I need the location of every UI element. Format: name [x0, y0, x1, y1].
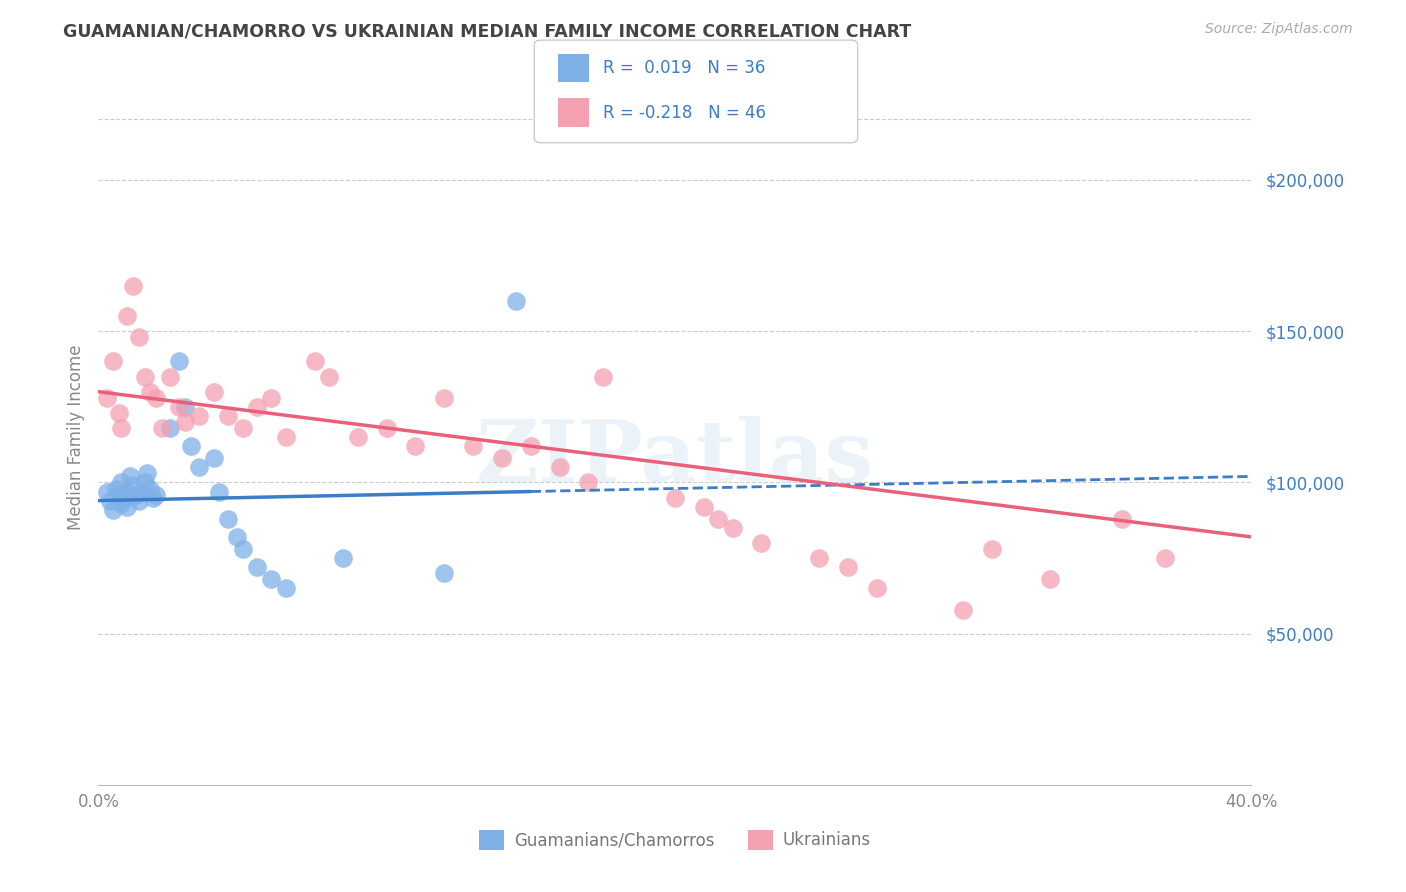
- Legend: Guamanians/Chamorros, Ukrainians: Guamanians/Chamorros, Ukrainians: [472, 823, 877, 856]
- Point: [117, 484, 139, 499]
- Point: [134, 475, 156, 490]
- Text: ZIPatlas: ZIPatlas: [475, 416, 875, 500]
- Y-axis label: Median Family Income: Median Family Income: [66, 344, 84, 530]
- Point: [721, 521, 744, 535]
- Point: [125, 487, 148, 501]
- Text: R = -0.218   N = 46: R = -0.218 N = 46: [603, 103, 766, 121]
- Point: [188, 409, 211, 423]
- Point: [145, 487, 167, 501]
- Point: [866, 582, 889, 596]
- Point: [96, 391, 118, 405]
- Point: [101, 354, 124, 368]
- Point: [1111, 512, 1133, 526]
- Point: [231, 541, 254, 556]
- Point: [461, 439, 484, 453]
- Point: [134, 369, 156, 384]
- Point: [952, 602, 974, 616]
- Point: [159, 421, 181, 435]
- Point: [136, 467, 159, 481]
- Point: [217, 512, 239, 526]
- Point: [751, 536, 773, 550]
- Point: [405, 439, 427, 453]
- Point: [505, 293, 527, 308]
- Point: [1154, 551, 1177, 566]
- Point: [578, 475, 600, 490]
- Point: [122, 278, 145, 293]
- Point: [318, 369, 340, 384]
- Point: [1039, 572, 1062, 586]
- Point: [217, 409, 239, 423]
- Point: [110, 497, 132, 511]
- Point: [188, 460, 211, 475]
- Point: [107, 487, 129, 501]
- Point: [104, 482, 127, 496]
- Point: [167, 354, 190, 368]
- Point: [693, 500, 716, 514]
- Point: [128, 330, 150, 344]
- Point: [131, 484, 153, 499]
- Point: [202, 384, 225, 399]
- Text: R =  0.019   N = 36: R = 0.019 N = 36: [603, 59, 765, 77]
- Point: [128, 493, 150, 508]
- Point: [260, 391, 283, 405]
- Point: [592, 369, 614, 384]
- Point: [96, 484, 118, 499]
- Point: [346, 430, 368, 444]
- Point: [122, 478, 145, 492]
- Point: [246, 560, 269, 574]
- Point: [981, 541, 1004, 556]
- Point: [110, 421, 132, 435]
- Point: [837, 560, 859, 574]
- Point: [433, 391, 456, 405]
- Point: [101, 502, 124, 516]
- Point: [98, 493, 121, 508]
- Point: [375, 421, 398, 435]
- Point: [112, 491, 135, 505]
- Point: [180, 439, 202, 453]
- Point: [225, 530, 247, 544]
- Point: [202, 451, 225, 466]
- Point: [139, 482, 162, 496]
- Point: [174, 400, 197, 414]
- Point: [491, 451, 513, 466]
- Point: [664, 491, 686, 505]
- Point: [139, 384, 162, 399]
- Point: [707, 512, 730, 526]
- Point: [274, 430, 297, 444]
- Text: Source: ZipAtlas.com: Source: ZipAtlas.com: [1205, 22, 1353, 37]
- Point: [274, 582, 297, 596]
- Point: [117, 500, 139, 514]
- Point: [167, 400, 190, 414]
- Point: [110, 475, 132, 490]
- Point: [117, 309, 139, 323]
- Text: GUAMANIAN/CHAMORRO VS UKRAINIAN MEDIAN FAMILY INCOME CORRELATION CHART: GUAMANIAN/CHAMORRO VS UKRAINIAN MEDIAN F…: [63, 22, 911, 40]
- Point: [231, 421, 254, 435]
- Point: [332, 551, 354, 566]
- Point: [304, 354, 326, 368]
- Point: [808, 551, 831, 566]
- Point: [260, 572, 283, 586]
- Point: [159, 369, 181, 384]
- Point: [208, 484, 231, 499]
- Point: [120, 469, 142, 483]
- Point: [433, 566, 456, 581]
- Point: [107, 406, 129, 420]
- Point: [548, 460, 571, 475]
- Point: [174, 415, 197, 429]
- Point: [520, 439, 543, 453]
- Point: [145, 391, 167, 405]
- Point: [246, 400, 269, 414]
- Point: [150, 421, 173, 435]
- Point: [142, 491, 165, 505]
